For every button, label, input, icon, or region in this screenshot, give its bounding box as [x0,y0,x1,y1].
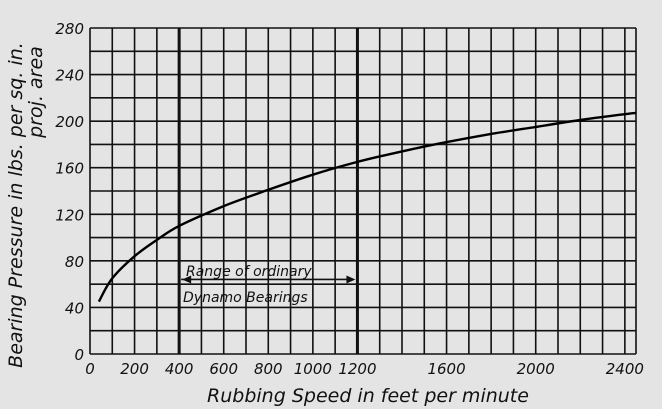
y-tick-label: 40 [65,299,84,317]
y-tick-label: 120 [55,206,84,224]
x-axis-title: Rubbing Speed in feet per minute [207,385,529,407]
tick-labels: 0 200 400 600 800 1000 1200 1600 2000 2400 0 40 80 12… [55,20,644,378]
annotation-line-1: Range of ordinary [186,264,312,280]
range-annotation: Range of ordinary Dynamo Bearings [181,264,356,306]
arrow-head-right [346,275,356,284]
x-tick-label: 2400 [606,360,644,378]
x-tick-label: 1600 [427,360,465,378]
x-tick-label: 200 [120,360,149,378]
grid [89,27,637,355]
x-tick-label: 600 [209,360,238,378]
y-tick-label: 0 [74,346,84,364]
x-tick-label: 400 [165,360,194,378]
y-tick-label: 280 [55,20,84,38]
y-tick-label: 200 [55,113,84,131]
arrow-head-left [182,275,192,284]
x-tick-label: 1000 [294,360,332,378]
annotation-line-2: Dynamo Bearings [183,290,308,306]
pressure-curve [97,111,637,303]
y-tick-label: 160 [55,160,84,178]
x-tick-label: 2000 [517,360,555,378]
data-series [97,111,637,303]
x-tick-label: 0 [85,360,95,378]
y-tick-label: 80 [65,253,84,271]
x-tick-label: 800 [254,360,283,378]
x-tick-label: 1200 [338,360,376,378]
y-axis-title-line-1: Bearing Pressure in lbs. per sq. in. [5,42,27,368]
y-tick-label: 240 [55,67,84,85]
y-axis-title-line-2: proj. area [25,46,47,139]
